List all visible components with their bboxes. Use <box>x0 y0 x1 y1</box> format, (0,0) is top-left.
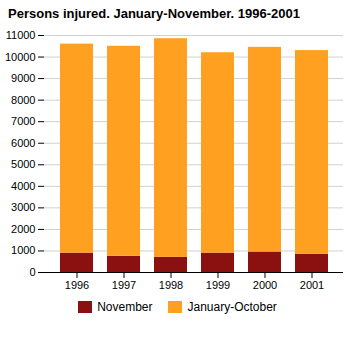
svg-text:9000: 9000 <box>11 72 35 84</box>
svg-text:1999: 1999 <box>206 279 230 291</box>
svg-text:8000: 8000 <box>11 94 35 106</box>
html-text:Persons injured. January-Novem: Persons injured. January-November. 1996-… <box>8 6 300 21</box>
svg-text:6000: 6000 <box>11 137 35 149</box>
svg-text:2001: 2001 <box>300 279 324 291</box>
svg-text:7000: 7000 <box>11 115 35 127</box>
svg-text:3000: 3000 <box>11 201 35 213</box>
svg-text:0: 0 <box>29 266 35 278</box>
svg-text:1000: 1000 <box>11 244 35 256</box>
svg-text:10000: 10000 <box>5 51 36 63</box>
svg-text:1998: 1998 <box>159 279 183 291</box>
svg-text:2000: 2000 <box>11 223 35 235</box>
svg-text:1997: 1997 <box>112 279 136 291</box>
html-text:November: November <box>97 300 153 314</box>
svg-text:2000: 2000 <box>253 279 277 291</box>
html-text:January-October: January-October <box>187 300 277 314</box>
svg-text:4000: 4000 <box>11 180 35 192</box>
svg-text:5000: 5000 <box>11 158 35 170</box>
svg-text:1996: 1996 <box>65 279 89 291</box>
svg-text:11000: 11000 <box>6 29 36 41</box>
